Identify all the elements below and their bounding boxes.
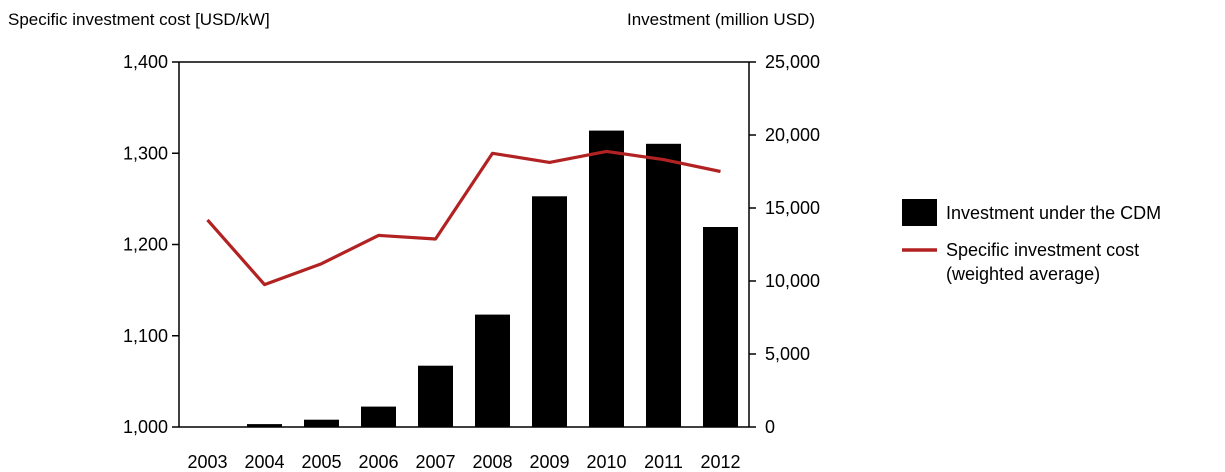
specific-cost-line [206,149,721,287]
x-tick-label: 2006 [358,452,398,472]
x-tick-label: 2011 [644,452,683,472]
bar-2007 [418,365,453,427]
legend-label: (weighted average) [946,264,1100,284]
x-tick-label: 2003 [187,452,227,472]
left-tick-label: 1,100 [123,326,168,346]
bar-2004 [247,424,282,427]
x-tick-label: 2004 [244,452,284,472]
right-tick-label: 20,000 [765,125,820,145]
bar-2011 [646,143,681,428]
bar-2006 [361,406,396,427]
left-tick-label: 1,400 [123,52,168,72]
right-tick-label: 10,000 [765,271,820,291]
left-tick-label: 1,300 [123,143,168,163]
legend-label: Investment under the CDM [946,203,1161,223]
bar-2005 [304,419,339,427]
bar-2010 [589,130,624,427]
left-tick-label: 1,200 [123,235,168,255]
right-tick-label: 0 [765,417,775,437]
legend-label: Specific investment cost [946,240,1139,260]
x-tick-label: 2007 [415,452,455,472]
bar-2008 [475,314,510,427]
legend: Investment under the CDM Specific investm… [902,199,1161,284]
legend-swatch-bar [902,199,937,226]
plot-area: 1,000 1,100 1,200 1,300 1,400 0 5,000 10,000 15,… [123,52,820,472]
right-tick-label: 25,000 [765,52,820,72]
x-tick-label: 2010 [586,452,626,472]
right-tick-label: 5,000 [765,344,810,364]
bar-2012 [703,227,738,427]
left-axis-label: Specific investment cost [USD/kW] [8,10,270,29]
right-tick-label: 15,000 [765,198,820,218]
x-tick-label: 2008 [472,452,512,472]
left-tick-label: 1,000 [123,417,168,437]
right-axis-label: Investment (million USD) [627,10,815,29]
x-tick-label: 2009 [529,452,569,472]
x-tick-label: 2005 [301,452,341,472]
x-tick-label: 2012 [700,452,740,472]
bar-2009 [532,196,567,427]
